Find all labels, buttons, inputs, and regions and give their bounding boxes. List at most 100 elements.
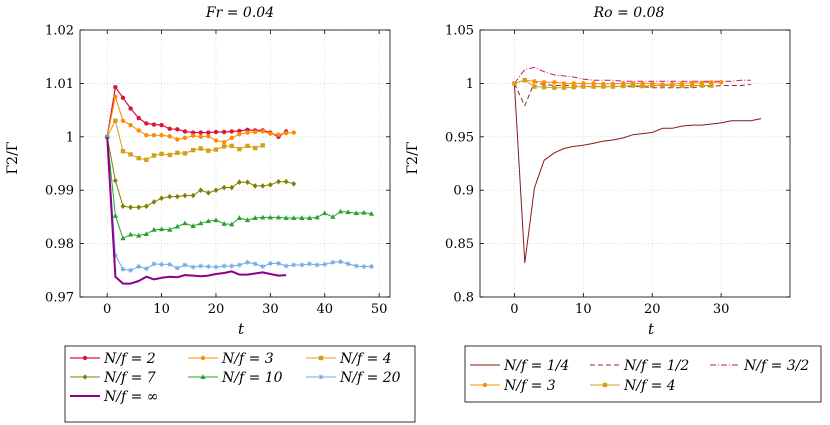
left-data-point	[361, 264, 367, 270]
left-chart-title: Fr = 0.04	[205, 5, 274, 21]
left-data-point	[260, 214, 266, 220]
left-data-point	[190, 130, 196, 135]
left-data-point	[236, 262, 242, 268]
left-data-point	[267, 182, 273, 188]
left-data-point	[291, 130, 296, 135]
left-data-point	[120, 118, 126, 123]
left-data-point	[205, 264, 211, 270]
left-data-point	[143, 266, 149, 272]
right-y-tick-label: 1.05	[445, 24, 474, 39]
left-data-point	[275, 214, 282, 220]
left-data-point	[276, 178, 281, 185]
right-series-line	[513, 66, 751, 84]
left-data-point	[307, 261, 313, 267]
left-data-point	[151, 261, 157, 267]
left-data-point	[158, 226, 165, 232]
right-legend-label: N/f = 1/4	[503, 358, 569, 374]
left-data-point	[353, 210, 359, 216]
left-data-point	[345, 209, 351, 215]
right-data-point	[571, 81, 576, 86]
right-chart-plot: 0 10 20 30 0.8 0.85 0.9 0.95 1 1.05	[445, 24, 791, 317]
right-series-line	[514, 79, 722, 85]
left-data-point	[229, 221, 235, 227]
left-legend-label: N/f = ∞	[103, 389, 158, 405]
right-y-tick-label: 0.8	[453, 291, 474, 306]
left-data-point	[190, 192, 196, 199]
left-series-line	[106, 136, 287, 285]
left-x-tick-label: 40	[316, 302, 333, 317]
left-data-point	[175, 150, 180, 156]
left-data-point	[128, 204, 133, 211]
right-x-tick-label: 20	[644, 302, 661, 317]
left-data-point	[268, 131, 273, 136]
right-series-line	[513, 83, 762, 264]
left-data-point	[245, 130, 250, 135]
left-data-point	[120, 149, 126, 154]
left-data-point	[213, 264, 219, 270]
left-data-point	[260, 264, 266, 270]
right-data-point	[689, 83, 695, 88]
left-y-tick-label: 1	[66, 130, 74, 145]
left-data-point	[221, 221, 227, 226]
left-x-tick-label: 10	[153, 302, 170, 317]
left-data-point	[244, 217, 251, 223]
left-data-point	[330, 259, 336, 265]
left-data-point	[151, 122, 157, 127]
left-x-tick-label: 20	[208, 302, 225, 317]
left-data-point	[151, 132, 157, 138]
left-data-point	[299, 215, 305, 220]
left-data-point	[190, 264, 196, 270]
left-data-point	[221, 144, 227, 149]
left-data-point	[182, 192, 188, 199]
left-data-point	[306, 215, 313, 220]
left-data-point	[174, 265, 180, 271]
right-data-point	[630, 83, 636, 88]
left-data-point	[151, 199, 157, 205]
right-data-point	[699, 83, 705, 88]
left-data-point	[283, 215, 289, 220]
right-axes-frame	[479, 29, 791, 298]
left-data-point	[113, 84, 118, 90]
left-data-point	[175, 137, 180, 142]
left-data-point	[182, 129, 188, 134]
left-x-axis-label: t	[238, 320, 245, 338]
right-legend-label: N/f = 1/2	[623, 358, 689, 374]
left-data-point	[291, 180, 297, 187]
left-data-point	[267, 260, 273, 266]
left-legend-label: N/f = 2	[103, 351, 156, 367]
right-data-point	[601, 84, 606, 89]
left-data-point	[128, 106, 133, 111]
left-data-point	[213, 217, 219, 223]
right-legend-marker	[482, 382, 488, 388]
left-data-point	[198, 220, 204, 226]
right-data-point	[561, 85, 567, 90]
left-data-point	[276, 132, 281, 137]
left-data-point	[167, 226, 173, 232]
left-y-tick-label: 0.97	[45, 291, 74, 306]
left-data-point	[260, 129, 265, 134]
right-data-point	[561, 81, 567, 86]
right-data-point	[709, 83, 714, 88]
right-data-point	[640, 83, 645, 89]
left-data-point	[159, 195, 164, 202]
right-data-point	[552, 80, 557, 85]
left-data-point	[291, 215, 297, 220]
left-data-point	[182, 220, 188, 226]
left-data-point	[213, 129, 219, 135]
right-y-tick-label: 0.9	[453, 184, 474, 199]
left-data-point	[206, 134, 211, 139]
left-data-point	[136, 232, 142, 238]
left-legend-label: N/f = 10	[221, 370, 283, 386]
left-data-point	[221, 184, 227, 191]
left-y-tick-label: 0.98	[45, 237, 74, 252]
left-data-point	[299, 262, 305, 268]
left-data-point	[198, 146, 203, 151]
left-data-point	[260, 183, 266, 189]
left-data-point	[190, 147, 196, 153]
right-data-point	[610, 84, 616, 89]
left-data-point	[353, 263, 359, 269]
right-x-tick-label: 30	[713, 302, 730, 317]
left-data-point	[143, 203, 149, 210]
left-data-point	[330, 214, 336, 219]
